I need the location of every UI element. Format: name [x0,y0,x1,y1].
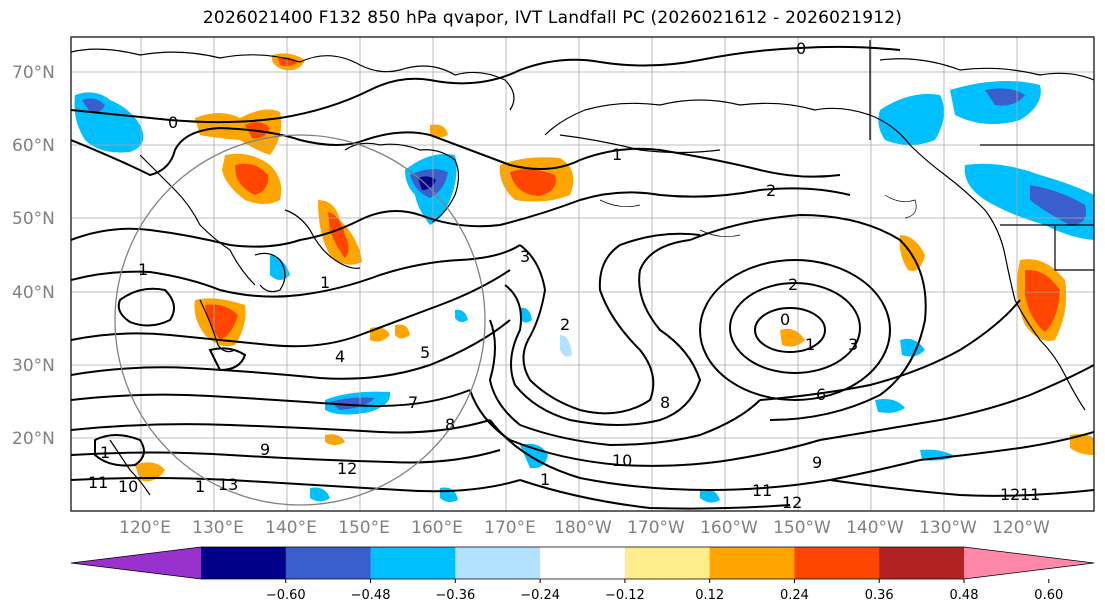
lon-label: 150°W [773,518,831,538]
contour-label: 0 [168,113,178,132]
lat-labels: 70°N 60°N 50°N 40°N 30°N 20°N [12,63,55,449]
lon-label: 120°W [992,518,1050,538]
lon-label: 170°E [484,518,536,538]
contour-label-group: 0 0 1 2 3 1 1 2 0 1 3 6 2 4 5 7 8 9 10 1… [88,39,1040,512]
colorbar-tick-label: 0.36 [865,588,894,603]
contour-label: 3 [848,335,858,354]
colorbar-tick-label: −0.12 [605,588,645,603]
contour-label: 9 [812,453,822,472]
map-title: 2026021400 F132 850 hPa qvapor, IVT Land… [202,8,903,28]
contour-label: 8 [660,393,670,412]
lon-label: 170°W [627,518,685,538]
lat-label: 50°N [12,209,55,229]
colorbar-segment [964,547,1094,579]
colorbar: −0.60 −0.48 −0.36 −0.24 −0.12 0.12 0.24 0.36 0.4… [70,546,1095,603]
contour-label: 1 [320,273,330,292]
contour-label: 13 [218,475,238,494]
contour-label: 1 [540,470,550,489]
lat-label: 40°N [12,283,55,303]
contour-label: 6 [816,385,826,404]
lon-labels: 120°E 130°E 140°E 150°E 160°E 170°E 180°… [119,518,1050,538]
contour-label: 1 [138,260,148,279]
contour-label: 7 [408,393,418,412]
contour-label: 2 [560,315,570,334]
contour-label: 4 [335,347,345,366]
colorbar-segment [285,547,372,579]
contour-label: 12 [782,493,802,512]
contour-label: 11 [88,473,108,492]
coastlines [71,40,1094,496]
contour-label: 10 [118,477,138,496]
contour-label: 0 [796,39,806,58]
contour-label: 2 [766,181,776,200]
lon-label: 140°E [265,518,317,538]
lat-label: 20°N [12,429,55,449]
colorbar-segment [455,547,541,579]
lon-label: 180°W [554,518,612,538]
colorbar-tick-label: −0.48 [351,588,391,603]
contour-label: 1 [612,145,622,164]
contour-label: 5 [420,343,430,362]
colorbar-tick-label: 0.60 [1034,588,1063,603]
graticule [71,37,1094,511]
contour-label: 9 [260,440,270,459]
colorbar-tick-label: −0.24 [520,588,560,603]
lon-label: 160°E [411,518,463,538]
contour-label: 8 [445,415,455,434]
colorbar-segment [709,547,795,579]
colorbar-segment [540,547,626,579]
colorbar-tick-label: 0.24 [780,588,809,603]
colorbar-tick-label: 0.48 [950,588,979,603]
lat-label: 30°N [12,356,55,376]
colorbar-segment [879,547,965,579]
contour-label: 1 [195,477,205,496]
colorbar-segment [71,547,201,579]
contour-label: 10 [612,451,632,470]
colorbar-tick-label: 0.12 [695,588,724,603]
contour-label: 12 [1000,485,1020,504]
qvapor-contours-thin [599,194,917,237]
contour-label: 3 [520,247,530,266]
colorbar-segment [201,547,287,579]
contour-label: 1 [805,335,815,354]
lon-label: 130°W [919,518,977,538]
ivt-contours [71,45,1094,510]
range-ring [114,134,486,506]
contour-label: 2 [788,275,798,294]
lon-label: 140°W [846,518,904,538]
colorbar-segment [794,547,880,579]
contour-label: 12 [337,459,357,478]
contour-label: 1 [100,443,110,462]
map-frame [70,36,1095,512]
colorbar-segment [370,547,456,579]
lon-label: 160°W [700,518,758,538]
contour-label: 11 [752,481,772,500]
contour-label: 11 [1020,485,1040,504]
lon-label: 120°E [119,518,171,538]
colorbar-tick-label: −0.36 [435,588,475,603]
lon-label: 130°E [192,518,244,538]
contour-label: 0 [780,310,790,329]
colorbar-segment [624,547,711,579]
lat-label: 70°N [12,63,55,83]
lat-label: 60°N [12,136,55,156]
colorbar-outline [70,546,1095,580]
colorbar-tick-label: −0.60 [266,588,306,603]
lon-label: 150°E [338,518,390,538]
